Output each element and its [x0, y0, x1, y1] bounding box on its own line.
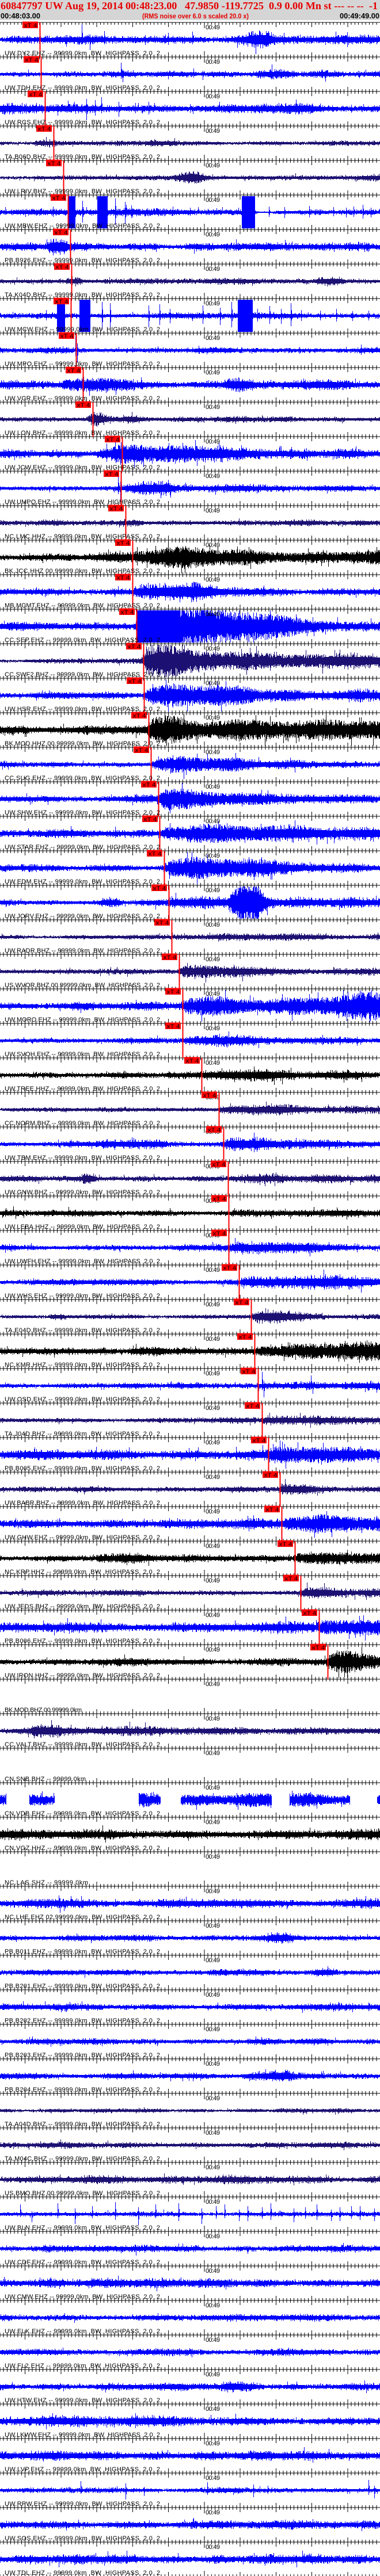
- svg-text:UW.TREE.HHZ -- 99999.0km BW: UW.TREE.HHZ -- 99999.0km BW HIGHPASS 2.0…: [5, 1086, 160, 1092]
- svg-text:CN.VGZ.HHZ -- 99999.0km BW H: CN.VGZ.HHZ -- 99999.0km BW HIGHPASS 2.0 …: [5, 1845, 160, 1852]
- svg-text:UW.LVP.EHZ -- 99999.0km BW H: UW.LVP.EHZ -- 99999.0km BW HIGHPASS 2.0 …: [5, 2466, 160, 2473]
- svg-text:PB.B201.EHZ -- 99999.0km BW: PB.B201.EHZ -- 99999.0km BW HIGHPASS 2.0…: [5, 1983, 160, 1990]
- svg-text:TA.A04D.BHZ -- 99999.0km BW: TA.A04D.BHZ -- 99999.0km BW HIGHPASS 2.0…: [5, 2121, 160, 2128]
- svg-text:UW.RADR.BHZ -- 99999.0km BW: UW.RADR.BHZ -- 99999.0km BW HIGHPASS 2.0…: [5, 947, 160, 954]
- svg-text:NC.LHE.EHZ 02.99999.0km BW H: NC.LHE.EHZ 02.99999.0km BW HIGHPASS 2.0 …: [5, 1914, 160, 1921]
- svg-text:00:49:49.00: 00:49:49.00: [340, 12, 379, 20]
- svg-text:UW.RCS.EHZ -- 99999.0km BW H: UW.RCS.EHZ -- 99999.0km BW HIGHPASS 2.0 …: [5, 119, 160, 126]
- svg-text:NC.LMC.HHZ -- 99999.0km BW H: NC.LMC.HHZ -- 99999.0km BW HIGHPASS 2.0 …: [5, 533, 160, 540]
- svg-text:UW.HSR.EHZ -- 99999.0km BW H: UW.HSR.EHZ -- 99999.0km BW HIGHPASS 2.0 …: [5, 706, 160, 713]
- svg-text:UW.MPO.EHZ -- 99999.0km BW H: UW.MPO.EHZ -- 99999.0km BW HIGHPASS 2.0 …: [5, 361, 160, 368]
- svg-text:UW.LON.BHZ -- 99999.0km BW H: UW.LON.BHZ -- 99999.0km BW HIGHPASS 2.0 …: [5, 430, 160, 437]
- svg-text:PB.B204.EHZ -- 99999.0km BW: PB.B204.EHZ -- 99999.0km BW HIGHPASS 2.0…: [5, 2086, 160, 2093]
- svg-text:MB.MCMT.EHZ -- 99999.0km BW: MB.MCMT.EHZ -- 99999.0km BW HIGHPASS 2.0…: [5, 602, 160, 609]
- svg-text:CC.NORM.BHZ -- 99999.0km BW: CC.NORM.BHZ -- 99999.0km BW HIGHPASS 2.0…: [5, 1120, 160, 1127]
- svg-text:UW.DY2.EHZ -- 99999.0km BW H: UW.DY2.EHZ -- 99999.0km BW HIGHPASS 2.0 …: [5, 50, 160, 57]
- svg-text:UW.SVOH.EHZ -- 99999.0km BW: UW.SVOH.EHZ -- 99999.0km BW HIGHPASS 2.0…: [5, 1051, 160, 1058]
- svg-text:US.WVOR.BHZ 00.99999.0km BW: US.WVOR.BHZ 00.99999.0km BW HIGHPASS 2.0…: [5, 982, 160, 989]
- svg-text:UW.LEBA.HHZ -- 99999.0km BW: UW.LEBA.HHZ -- 99999.0km BW HIGHPASS 2.0…: [5, 1224, 160, 1230]
- svg-text:UW.SHW.EHZ -- 99999.0km BW H: UW.SHW.EHZ -- 99999.0km BW HIGHPASS 2.0 …: [5, 809, 160, 816]
- svg-text:PB.B011.EHZ -- 99999.0km BW: PB.B011.EHZ -- 99999.0km BW HIGHPASS 2.0…: [5, 1948, 160, 1955]
- svg-text:UW.CMW.EHZ -- 99999.0km BW H: UW.CMW.EHZ -- 99999.0km BW HIGHPASS 2.0 …: [5, 2294, 160, 2300]
- svg-text:BK.MOD.BHZ 00.99999.0km: BK.MOD.BHZ 00.99999.0km: [5, 1707, 82, 1714]
- svg-text:CC.SWF2.BHZ -- 99999.0km BW: CC.SWF2.BHZ -- 99999.0km BW HIGHPASS 2.0…: [5, 671, 160, 678]
- svg-text:UW.STAR.EHZ -- 99999.0km BW: UW.STAR.EHZ -- 99999.0km BW HIGHPASS 2.0…: [5, 844, 160, 851]
- svg-text:60847797 UW Aug 19, 2014 00:48: 60847797 UW Aug 19, 2014 00:48:23.00 47.…: [1, 0, 378, 12]
- svg-text:UW.UMPQ.EHZ -- 99999.0km BW: UW.UMPQ.EHZ -- 99999.0km BW HIGHPASS 2.0…: [5, 499, 160, 506]
- svg-text:UW.MBW.EHZ -- 99999.0km BW H: UW.MBW.EHZ -- 99999.0km BW HIGHPASS 2.0 …: [5, 223, 160, 230]
- svg-text:UW.HTW.EHZ -- 99999.0km BW H: UW.HTW.EHZ -- 99999.0km BW HIGHPASS 2.0 …: [5, 2397, 160, 2404]
- svg-text:UW.TBM.EHZ -- 99999.0km BW H: UW.TBM.EHZ -- 99999.0km BW HIGHPASS 2.0 …: [5, 1155, 160, 1161]
- svg-text:UW.TDH.EHZ -- 99999.0km BW H: UW.TDH.EHZ -- 99999.0km BW HIGHPASS 2.0 …: [5, 85, 160, 91]
- svg-text:UW.ELK.EHZ -- 99999.0km BW H: UW.ELK.EHZ -- 99999.0km BW HIGHPASS 2.0 …: [5, 2328, 160, 2335]
- svg-text:UW.GNW.BHZ -- 99999.0km BW H: UW.GNW.BHZ -- 99999.0km BW HIGHPASS 2.0 …: [5, 1189, 160, 1196]
- svg-text:UW.IRON.HHZ -- 99999.0km BW: UW.IRON.HHZ -- 99999.0km BW HIGHPASS 2.0…: [5, 1672, 160, 1679]
- svg-text:CC.SUG.EHZ -- 99999.0km BW H: CC.SUG.EHZ -- 99999.0km BW HIGHPASS 2.0 …: [5, 775, 160, 782]
- svg-text:CN.SNB.BHZ -- 99999.0km: CN.SNB.BHZ -- 99999.0km: [5, 1776, 86, 1783]
- svg-text:BK.MOD.HHZ 00.99999.0km BW H: BK.MOD.HHZ 00.99999.0km BW HIGHPASS 2.0 …: [5, 740, 160, 747]
- svg-text:UW.JCW.EHZ -- 99999.0km BW H: UW.JCW.EHZ -- 99999.0km BW HIGHPASS 2.0 …: [5, 464, 160, 471]
- svg-text:UW.MCW.EHZ -- 99999.0km BW H: UW.MCW.EHZ -- 99999.0km BW HIGHPASS 2.0 …: [5, 326, 160, 333]
- svg-text:TA.M04C.BHZ -- 99999.0km BW: TA.M04C.BHZ -- 99999.0km BW HIGHPASS 2.0…: [5, 2155, 160, 2162]
- svg-text:UW.JORV.EHZ -- 99999.0km BW: UW.JORV.EHZ -- 99999.0km BW HIGHPASS 2.0…: [5, 913, 160, 920]
- svg-text:US.BMO.BHZ 00.99999.0km BW H: US.BMO.BHZ 00.99999.0km BW HIGHPASS 2.0 …: [5, 2190, 160, 2197]
- svg-text:UW.LKWW.EHZ -- 99999.0km BW: UW.LKWW.EHZ -- 99999.0km BW HIGHPASS 2.0…: [5, 2432, 160, 2439]
- svg-text:UW.MORO.EHZ -- 99999.0km BW: UW.MORO.EHZ -- 99999.0km BW HIGHPASS 2.0…: [5, 1016, 160, 1023]
- svg-text:UW.TDL.EHZ -- 99999.0km BW H: UW.TDL.EHZ -- 99999.0km BW HIGHPASS 2.0 …: [5, 2570, 160, 2576]
- svg-text:UW.GHW.EHZ -- 99999.0km BW H: UW.GHW.EHZ -- 99999.0km BW HIGHPASS 2.0 …: [5, 1534, 160, 1541]
- svg-text:PB.B006.EHZ -- 99999.0km BW: PB.B006.EHZ -- 99999.0km BW HIGHPASS 2.0…: [5, 1638, 160, 1645]
- svg-text:TA.B06D.BHZ -- 99999.0km BW: TA.B06D.BHZ -- 99999.0km BW HIGHPASS 2.0…: [5, 154, 160, 160]
- svg-text:UW.VCR.EHZ -- 99999.0km BW H: UW.VCR.EHZ -- 99999.0km BW HIGHPASS 2.0 …: [5, 395, 160, 402]
- svg-text:NC.KRP.HHZ -- 99999.0km BW H: NC.KRP.HHZ -- 99999.0km BW HIGHPASS 2.0 …: [5, 1569, 160, 1576]
- svg-text:UW.BLN.EHZ -- 99999.0km BW H: UW.BLN.EHZ -- 99999.0km BW HIGHPASS 2.0 …: [5, 2225, 160, 2231]
- svg-text:UW.SOS.EHZ -- 99999.0km BW H: UW.SOS.EHZ -- 99999.0km BW HIGHPASS 2.0 …: [5, 2535, 160, 2542]
- svg-text:BK.JCC.HHZ 00.99999.0km BW H: BK.JCC.HHZ 00.99999.0km BW HIGHPASS 2.0 …: [5, 568, 160, 575]
- svg-text:UW.FL2.EHZ -- 99999.0km BW H: UW.FL2.EHZ -- 99999.0km BW HIGHPASS 2.0 …: [5, 2363, 160, 2369]
- svg-text:CN.VDB.EHZ -- 99999.0km BW H: CN.VDB.EHZ -- 99999.0km BW HIGHPASS 2.0 …: [5, 1810, 160, 1817]
- svg-text:PB.B203.EHZ -- 99999.0km BW: PB.B203.EHZ -- 99999.0km BW HIGHPASS 2.0…: [5, 2052, 160, 2059]
- svg-text:UW.BABR.BHZ -- 99999.0km BW: UW.BABR.BHZ -- 99999.0km BW HIGHPASS 2.0…: [5, 1500, 160, 1507]
- svg-text:UW.JEDS.BHZ -- 99999.0km BW: UW.JEDS.BHZ -- 99999.0km BW HIGHPASS 2.0…: [5, 1603, 160, 1610]
- svg-text:UW.CDF.EHZ -- 99999.0km BW H: UW.CDF.EHZ -- 99999.0km BW HIGHPASS 2.0 …: [5, 2259, 160, 2266]
- svg-text:(RMS noise over 6.0 s scaled 2: (RMS noise over 6.0 s scaled 20.0 x): [142, 13, 249, 20]
- svg-text:PB.B926.EHZ -- 99999.0km BW: PB.B926.EHZ -- 99999.0km BW HIGHPASS 2.0…: [5, 257, 160, 264]
- svg-text:PB.B005.EHZ -- 99999.0km BW: PB.B005.EHZ -- 99999.0km BW HIGHPASS 2.0…: [5, 1465, 160, 1472]
- svg-text:TA.E04D.BHZ -- 99999.0km BW: TA.E04D.BHZ -- 99999.0km BW HIGHPASS 2.0…: [5, 1327, 160, 1334]
- svg-text:PB.B202.EHZ -- 99999.0km BW: PB.B202.EHZ -- 99999.0km BW HIGHPASS 2.0…: [5, 2017, 160, 2024]
- svg-text:TA.K04D.BHZ -- 99999.0km BW: TA.K04D.BHZ -- 99999.0km BW HIGHPASS 2.0…: [5, 292, 160, 299]
- svg-text:UW.RPW.EHZ -- 99999.0km BW H: UW.RPW.EHZ -- 99999.0km BW HIGHPASS 2.0 …: [5, 2501, 160, 2508]
- svg-text:NC.LAS.SHZ -- 99999.0km: NC.LAS.SHZ -- 99999.0km: [5, 1879, 88, 1886]
- svg-text:UW.OSD.EHZ -- 99999.0km BW H: UW.OSD.EHZ -- 99999.0km BW HIGHPASS 2.0 …: [5, 1396, 160, 1403]
- svg-text:CC.VALT.BHZ -- 99999.0km BW: CC.VALT.BHZ -- 99999.0km BW HIGHPASS 2.0…: [5, 1741, 160, 1748]
- svg-text:TA.J04D.BHZ -- 99999.0km BW: TA.J04D.BHZ -- 99999.0km BW HIGHPASS 2.0…: [5, 1431, 160, 1438]
- svg-text:UW.EDM.EHZ -- 99999.0km BW H: UW.EDM.EHZ -- 99999.0km BW HIGHPASS 2.0 …: [5, 878, 160, 885]
- svg-text:CC.SEP.EHZ -- 99999.0km BW H: CC.SEP.EHZ -- 99999.0km BW HIGHPASS 2.0 …: [5, 637, 160, 644]
- svg-text:NC.KMR.HHZ -- 99999.0km BW H: NC.KMR.HHZ -- 99999.0km BW HIGHPASS 2.0 …: [5, 1362, 160, 1369]
- svg-text:00:48:03.00: 00:48:03.00: [1, 12, 40, 20]
- svg-text:UW.UWFH.EHZ -- 99999.0km BW: UW.UWFH.EHZ -- 99999.0km BW HIGHPASS 2.0…: [5, 1258, 160, 1265]
- svg-text:UW.WHS.EHZ -- 99999.0km BW H: UW.WHS.EHZ -- 99999.0km BW HIGHPASS 2.0 …: [5, 1293, 160, 1300]
- svg-text:UW.LRIV.BHZ -- 99999.0km BW: UW.LRIV.BHZ -- 99999.0km BW HIGHPASS 2.0…: [5, 188, 160, 195]
